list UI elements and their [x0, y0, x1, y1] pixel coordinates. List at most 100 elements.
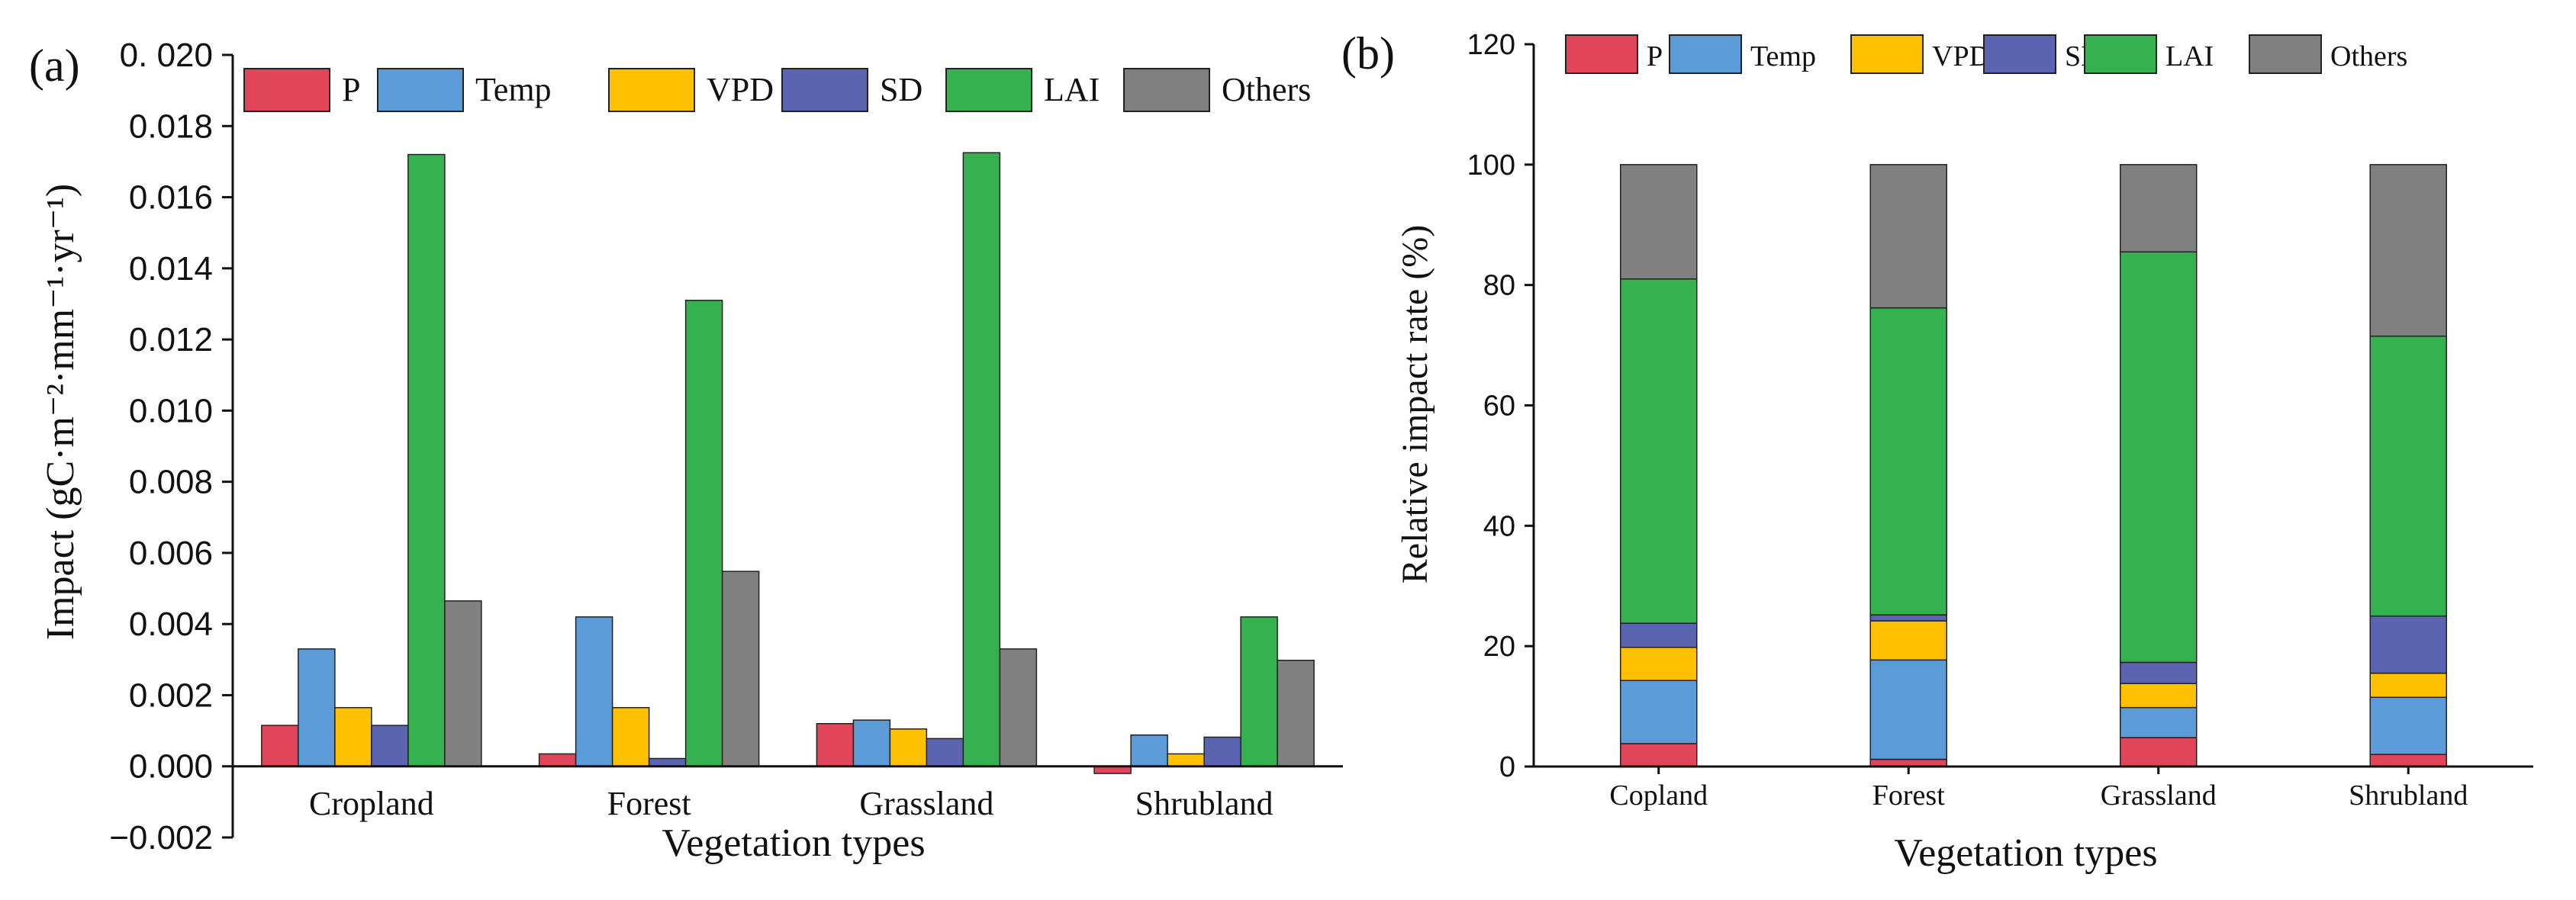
- legend-b-swatch-vpd: [1850, 34, 1924, 74]
- legend-a-label-sd: SD: [880, 71, 923, 108]
- panel-a-y-tick-label: 0.002: [129, 677, 213, 714]
- legend-a-label-lai: LAI: [1044, 71, 1100, 108]
- bar-a-cropland-temp: [298, 648, 336, 767]
- panel-b-category-grassland: Grassland: [2101, 779, 2217, 812]
- bar-b-copland-lai: [1620, 278, 1698, 624]
- panel-b-y-axis-label: Relative impact rate (%): [1395, 225, 1435, 583]
- panel-a-y-tick-label: 0.006: [129, 535, 213, 572]
- panel-b-y-tick-label: 40: [1483, 510, 1515, 542]
- legend-b-swatch-sd: [1983, 34, 2056, 74]
- legend-a-label-vpd: VPD: [707, 71, 774, 108]
- bar-b-shrubland-others: [2369, 164, 2447, 337]
- panel-b-relative-chart: (b) 0 20 40 60 80 100 120 Copland Forest Grassla…: [1341, 28, 2533, 875]
- bar-a-cropland-sd: [371, 725, 409, 767]
- panel-a-category-cropland: Cropland: [309, 785, 434, 822]
- bar-b-grassland-vpd: [2120, 683, 2198, 709]
- panel-a-impact-chart: (a) −0.002 0.000 0.002 0.004 0.006 0.008 0.010…: [29, 37, 1343, 865]
- bar-a-forest-lai: [684, 300, 723, 767]
- panel-b-legend: P Temp VPD SD LAI Others: [1565, 34, 2407, 74]
- panel-a-axes: [231, 55, 1343, 837]
- panel-a-y-tick-label: 0.004: [129, 606, 213, 643]
- panel-b-y-tick-label: 60: [1483, 391, 1515, 423]
- bar-b-forest-sd: [1869, 614, 1947, 622]
- bar-a-shrubland-sd: [1203, 736, 1241, 767]
- legend-a-swatch-sd: [781, 68, 868, 112]
- bar-a-grassland-vpd: [889, 728, 928, 767]
- bar-a-cropland-lai: [407, 153, 446, 767]
- legend-b-swatch-p: [1565, 34, 1638, 74]
- bar-a-grassland-p: [816, 723, 855, 767]
- legend-b-label-others: Others: [2330, 40, 2407, 72]
- panel-b-y-tick-label: 100: [1467, 149, 1515, 182]
- panel-b-category-copland: Copland: [1609, 779, 1708, 812]
- bar-a-forest-temp: [575, 616, 613, 767]
- bar-a-forest-sd: [648, 757, 687, 767]
- panel-a-y-tick-label: 0.018: [129, 108, 213, 145]
- panel-b-y-ticks: 0 20 40 60 80 100 120: [1467, 29, 1534, 783]
- legend-a-swatch-temp: [377, 68, 464, 112]
- legend-b-label-p: P: [1647, 40, 1663, 72]
- panel-a-category-forest: Forest: [607, 785, 691, 822]
- bar-a-forest-vpd: [611, 707, 650, 767]
- panel-a-y-tick-label: 0.012: [129, 321, 213, 358]
- legend-b-swatch-others: [2249, 34, 2322, 74]
- legend-a-label-others: Others: [1222, 71, 1311, 108]
- legend-a-swatch-others: [1123, 68, 1210, 112]
- legend-b-label-temp: Temp: [1750, 40, 1816, 72]
- panel-a-y-tick-label: 0.016: [129, 179, 213, 217]
- panel-b-y-tick-label: 120: [1467, 29, 1515, 61]
- panel-a-category-labels: Cropland Forest Grassland Shrubland: [309, 785, 1274, 822]
- bar-b-shrubland-lai: [2369, 335, 2447, 617]
- bar-a-cropland-others: [444, 600, 482, 767]
- bar-b-forest-others: [1869, 164, 1947, 309]
- bar-b-copland-others: [1620, 164, 1698, 280]
- bar-a-cropland-p: [261, 725, 299, 767]
- bar-a-shrubland-others: [1277, 660, 1315, 767]
- panel-b-y-tick-label: 80: [1483, 270, 1515, 302]
- panel-b-y-tick-label: 20: [1483, 631, 1515, 663]
- panel-b-category-shrubland: Shrubland: [2349, 779, 2468, 812]
- panel-b-category-labels: Copland Forest Grassland Shrubland: [1609, 767, 2468, 812]
- panel-b-stacked-bars: [1620, 164, 2447, 767]
- bar-b-forest-vpd: [1869, 620, 1947, 661]
- bar-a-forest-p: [538, 753, 577, 767]
- bar-b-shrubland-temp: [2369, 696, 2447, 755]
- bar-b-copland-vpd: [1620, 646, 1698, 681]
- legend-b-label-vpd: VPD: [1932, 40, 1990, 72]
- bar-a-grassland-others: [999, 648, 1038, 767]
- bar-b-grassland-temp: [2120, 706, 2198, 738]
- bar-b-shrubland-p: [2369, 754, 2447, 767]
- panel-a-y-ticks: −0.002 0.000 0.002 0.004 0.006 0.008 0.010 0.01…: [109, 37, 233, 857]
- panel-a-y-tick-label: 0.008: [129, 464, 213, 501]
- legend-b-swatch-lai: [2084, 34, 2157, 74]
- bar-a-shrubland-vpd: [1167, 753, 1205, 767]
- bar-b-copland-temp: [1620, 680, 1698, 744]
- legend-a-label-temp: Temp: [475, 71, 552, 108]
- panel-a-category-grassland: Grassland: [859, 785, 993, 822]
- bar-a-grassland-sd: [926, 738, 964, 767]
- panel-a-y-tick-label: 0.010: [129, 392, 213, 429]
- bar-a-cropland-vpd: [334, 707, 372, 767]
- bar-b-grassland-sd: [2120, 661, 2198, 684]
- bar-a-shrubland-temp: [1130, 734, 1168, 767]
- panel-b-x-axis-label: Vegetation types: [1894, 831, 2157, 875]
- panel-b-category-forest: Forest: [1872, 779, 1945, 812]
- bar-b-grassland-lai: [2120, 251, 2198, 664]
- bar-b-copland-sd: [1620, 622, 1698, 648]
- bar-b-forest-temp: [1869, 659, 1947, 760]
- panel-a-y-axis-label: Impact (gC·m⁻²·mm⁻¹·yr⁻¹): [39, 184, 82, 640]
- bar-a-shrubland-lai: [1240, 616, 1278, 767]
- panel-a-y-tick-label: 0.000: [129, 748, 213, 786]
- bar-b-forest-lai: [1869, 307, 1947, 616]
- legend-a-label-p: P: [342, 71, 360, 108]
- panel-a-y-tick-label: 0.014: [129, 250, 213, 288]
- panel-label-b: (b): [1341, 28, 1395, 79]
- panel-a-bars: [261, 152, 1315, 774]
- panel-b-y-tick-label: 0: [1499, 751, 1515, 783]
- bar-b-grassland-p: [2120, 737, 2198, 767]
- legend-a-swatch-vpd: [608, 68, 695, 112]
- panel-a-y-tick-label: 0. 020: [120, 37, 213, 74]
- bar-b-shrubland-sd: [2369, 615, 2447, 674]
- bar-b-grassland-others: [2120, 164, 2198, 253]
